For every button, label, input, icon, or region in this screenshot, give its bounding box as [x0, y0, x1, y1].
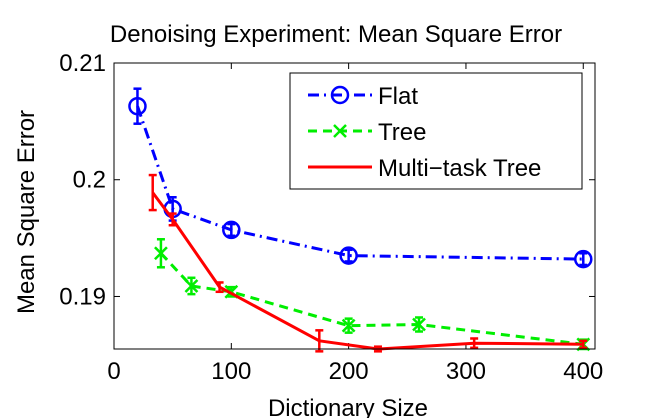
legend-label: Flat	[378, 83, 418, 110]
x-tick-label: 200	[329, 358, 369, 385]
x-axis-label: Dictionary Size	[268, 395, 428, 418]
error-bar	[215, 281, 224, 294]
error-bar	[579, 339, 588, 350]
x-tick-label: 100	[211, 358, 251, 385]
data-point	[128, 96, 147, 116]
error-bar	[168, 212, 177, 227]
error-bar	[133, 87, 142, 125]
y-tick-label: 0.21	[59, 50, 106, 77]
x-marker-stroke	[184, 279, 199, 293]
legend-label: Multi−task Tree	[378, 155, 541, 182]
data-point	[341, 318, 356, 333]
data-point	[412, 317, 426, 332]
error-bar	[227, 222, 236, 238]
data-point	[339, 246, 358, 265]
data-point	[184, 279, 199, 293]
legend: Flat Tree Multi−task Tree	[289, 72, 583, 190]
error-bar	[344, 248, 353, 263]
x-marker-stroke	[333, 124, 347, 138]
series-layer	[128, 87, 593, 353]
axis-ticks: 0 100 200 300 400 0.19 0.2 0.21	[59, 50, 603, 385]
data-point	[574, 249, 593, 269]
legend-marker	[330, 85, 350, 105]
error-bar	[579, 252, 588, 267]
y-axis-label: Mean Square Error	[13, 110, 40, 314]
legend-marker	[333, 124, 347, 138]
data-point	[222, 220, 241, 240]
x-tick-label: 0	[107, 358, 120, 385]
y-tick-label: 0.19	[59, 283, 106, 310]
plot-frame	[113, 62, 596, 350]
chart-title: Denoising Experiment: Mean Square Error	[110, 21, 562, 48]
error-bar	[315, 329, 324, 353]
x-marker-stroke	[412, 317, 426, 332]
y-tick-label: 0.2	[73, 167, 106, 194]
x-tick-label: 400	[563, 358, 603, 385]
error-bar	[470, 337, 479, 350]
data-point	[154, 246, 168, 261]
x-tick-label: 300	[446, 358, 486, 385]
error-bar	[148, 173, 157, 212]
x-marker-stroke	[341, 318, 356, 333]
x-marker-stroke	[154, 246, 168, 261]
series-0	[128, 87, 593, 269]
series-2	[148, 173, 588, 353]
legend-label: Tree	[378, 119, 426, 146]
